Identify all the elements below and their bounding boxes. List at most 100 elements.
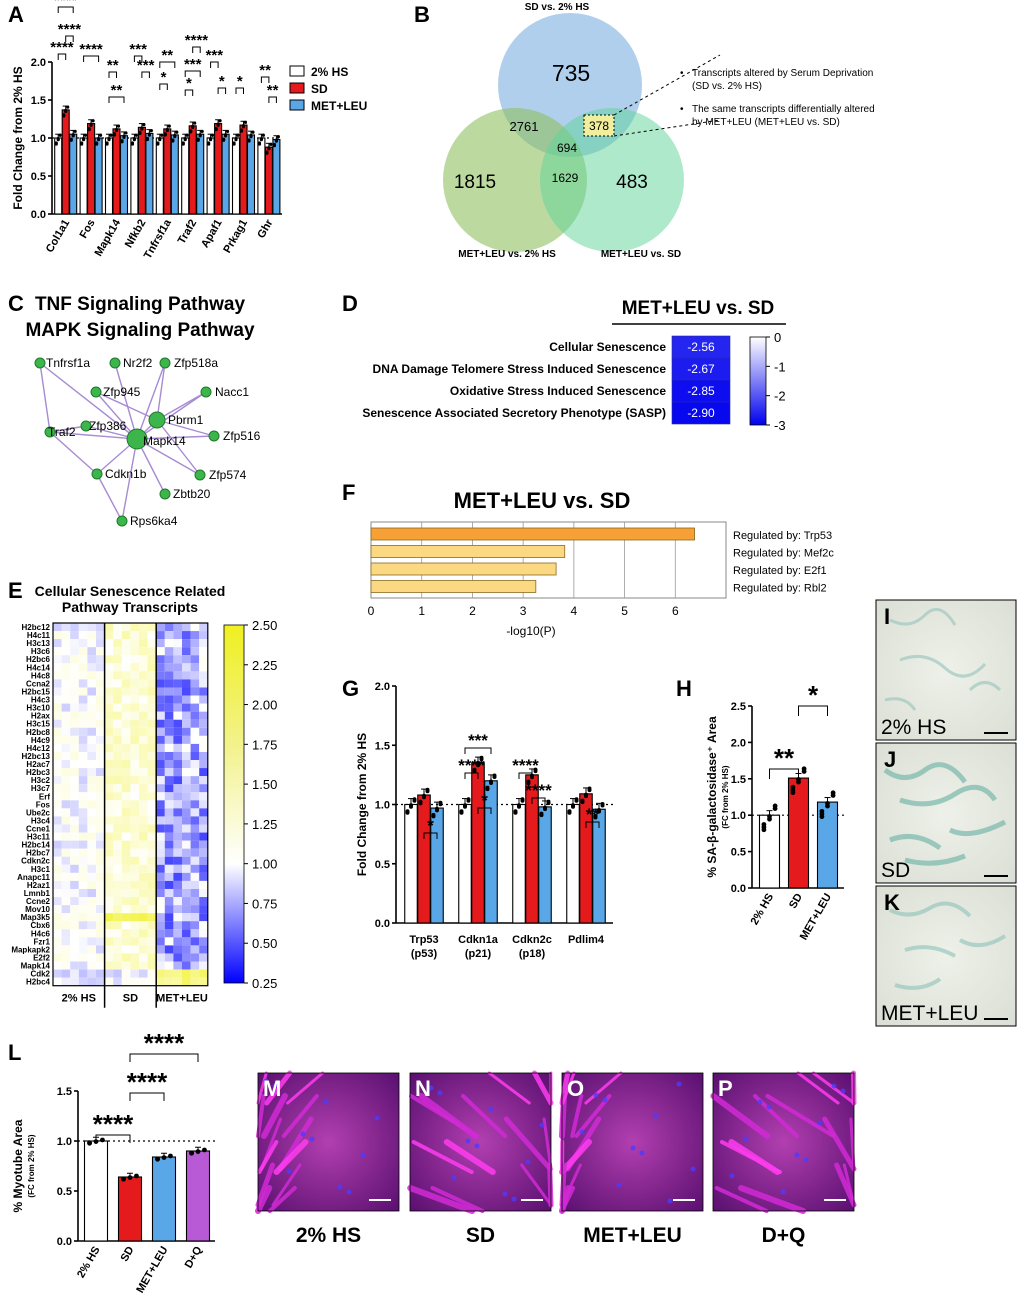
x-tick-label: Mapk14: [93, 217, 124, 259]
heatmap-d-colorbar-label: -2: [774, 389, 786, 404]
heatmap-e-cell: [53, 864, 62, 873]
heatmap-e-cell: [61, 743, 71, 752]
heatmap-e-colorbar-label: 2.50: [252, 618, 277, 633]
heatmap-e-colorbar-label: 2.00: [252, 698, 277, 713]
heatmap-e-cell: [199, 921, 208, 930]
data-point: [272, 142, 277, 147]
heatmap-e-cell: [147, 735, 157, 744]
data-point: [265, 150, 269, 154]
y-tick-label: 1.5: [57, 1086, 72, 1098]
heatmap-e-cell: [104, 969, 114, 978]
heatmap-e-cell: [96, 929, 105, 938]
heatmap-e-cell: [190, 888, 200, 898]
heatmap-e-row-label: E2f2: [33, 953, 50, 962]
heatmap-e-cell: [61, 768, 71, 777]
heatmap-e-cell: [139, 824, 148, 833]
heatmap-e-cell: [156, 800, 165, 809]
heatmap-e-cell: [139, 969, 148, 978]
data-point: [216, 122, 220, 126]
data-point: [62, 113, 66, 117]
panel-g: G 0.0 0.5 1.0 1.5 2.0 Fold Change from 2% HS T…: [342, 676, 613, 960]
y-tick-label: 1.0: [31, 133, 46, 145]
heatmap-e-cell: [199, 679, 208, 688]
heatmap-e-cell: [182, 808, 191, 817]
significance-label: ****: [50, 39, 74, 56]
significance-label: ****: [58, 21, 82, 38]
network-edge: [96, 473, 123, 522]
data-point: [533, 767, 538, 772]
heatmap-e-cell: [113, 631, 122, 640]
heatmap-e-cell: [199, 913, 208, 922]
heatmap-e-row-label: H2bc7: [26, 849, 51, 858]
heatmap-e-cell: [104, 929, 114, 938]
heatmap-e-cell: [182, 840, 191, 849]
nucleus: [639, 1150, 645, 1156]
heatmap-e-cell: [113, 687, 122, 696]
nucleus: [286, 1168, 292, 1174]
heatmap-e-cell: [61, 953, 71, 962]
heatmap-e-cell: [104, 808, 114, 817]
heatmap-e-row-label: H2bc4: [26, 978, 51, 987]
heatmap-e-cell: [113, 743, 122, 752]
myotube-fibre: [281, 1094, 319, 1138]
heatmap-e-cell: [121, 872, 131, 881]
heatmap-e-cell: [130, 921, 139, 930]
heatmap-e-cell: [199, 727, 208, 736]
heatmap-e-cell: [53, 816, 62, 825]
heatmap-e-cell: [113, 800, 122, 809]
significance-label: ****: [458, 756, 485, 775]
nucleus: [451, 1175, 457, 1181]
heatmap-e-row-label: H3c7: [31, 784, 51, 793]
heatmap-e-row-label: H2bc14: [22, 841, 51, 850]
heatmap-e-cell: [199, 977, 208, 986]
heatmap-e-cell: [96, 663, 105, 672]
bar-apaf1-1: [214, 123, 223, 215]
heatmap-e-cell: [53, 969, 62, 978]
heatmap-e-cell: [78, 631, 88, 640]
heatmap-e-cell: [87, 897, 96, 906]
significance-bracket: [159, 83, 168, 90]
heatmap-e-cell: [164, 921, 174, 930]
y-axis-label-sub: (FC from 2% HS): [27, 1134, 36, 1197]
heatmap-e-cell: [87, 977, 96, 986]
network-title-1: TNF Signaling Pathway: [35, 294, 246, 315]
significance-bracket: [798, 705, 828, 716]
heatmap-e-cell: [53, 663, 62, 672]
heatmap-e-cell: [130, 663, 139, 672]
data-point: [54, 141, 58, 145]
chart-f-category-label: Regulated by: E2f1: [733, 565, 827, 577]
heatmap-e-cell: [156, 655, 165, 664]
heatmap-e-cell: [61, 751, 71, 761]
heatmap-e-cell: [87, 655, 96, 664]
heatmap-e-cell: [173, 913, 182, 922]
panel-letter-l: L: [8, 1040, 21, 1065]
data-point: [259, 136, 263, 141]
heatmap-e-cell: [199, 639, 208, 648]
x-tick-label: Fos: [78, 218, 98, 241]
myotube-fibre: [267, 1186, 297, 1213]
heatmap-e-cell: [190, 695, 200, 704]
heatmap-e-cell: [96, 792, 105, 801]
heatmap-e-cell: [104, 961, 114, 970]
data-point: [224, 133, 228, 137]
heatmap-e-cell: [78, 969, 88, 978]
heatmap-e-cell: [61, 735, 71, 744]
heatmap-e-row-label: H3c2: [31, 776, 51, 785]
heatmap-e-cell: [70, 663, 79, 672]
nucleus: [676, 1081, 682, 1087]
heatmap-e-cell: [199, 719, 208, 728]
heatmap-e-cell: [173, 921, 182, 930]
significance-label: *: [808, 680, 819, 710]
heatmap-e-cell: [53, 888, 62, 898]
network-edge: [121, 438, 138, 522]
nucleus: [593, 1092, 599, 1098]
venn-count-ml-only: 1815: [454, 172, 496, 193]
heatmap-e-cell: [164, 832, 174, 841]
heatmap-e-cell: [61, 969, 71, 978]
heatmap-d-row-label: DNA Damage Telomere Stress Induced Senes…: [373, 362, 667, 376]
heatmap-e-colorbar: [223, 624, 245, 984]
heatmap-e-cell: [139, 655, 148, 664]
significance-bracket: [217, 87, 227, 94]
heatmap-e-cell: [130, 655, 139, 664]
heatmap-e-cell: [96, 703, 105, 712]
